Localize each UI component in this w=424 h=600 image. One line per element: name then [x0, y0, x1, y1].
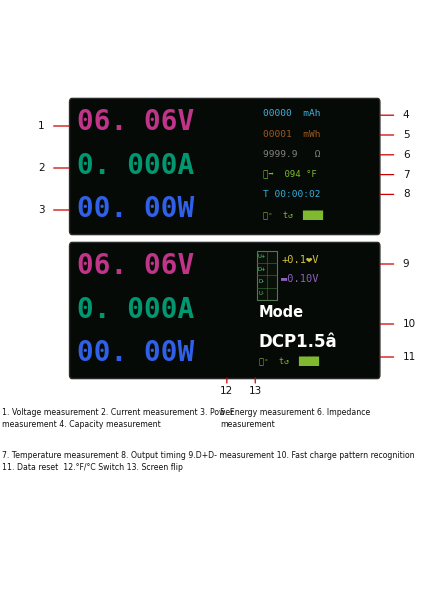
Text: 2: 2 [38, 163, 45, 173]
Text: 3: 3 [38, 205, 45, 215]
Text: Mode: Mode [259, 305, 304, 320]
Text: 00001  mWh: 00001 mWh [263, 130, 321, 139]
Text: DCP1.5â: DCP1.5â [259, 333, 337, 351]
Text: 7: 7 [403, 170, 410, 179]
Text: 4: 4 [403, 110, 410, 120]
Text: D+: D+ [257, 267, 266, 272]
Text: 0. 000A: 0. 000A [77, 296, 195, 324]
Text: 00. 00W: 00. 00W [77, 339, 195, 367]
Text: 0. 000A: 0. 000A [77, 152, 195, 180]
Text: D-: D- [259, 279, 265, 284]
Text: 10: 10 [403, 319, 416, 329]
Text: 06. 06V: 06. 06V [77, 252, 195, 280]
Text: 13: 13 [248, 386, 262, 396]
Text: 9999.9   Ω: 9999.9 Ω [263, 150, 321, 159]
Text: 6: 6 [403, 150, 410, 160]
Text: +0.1❤V: +0.1❤V [281, 255, 318, 265]
Text: 5: 5 [403, 130, 410, 140]
Text: 9: 9 [403, 259, 410, 269]
Text: 7. Temperature measurement 8. Output timing 9.D+D- measurement 10. Fast charge p: 7. Temperature measurement 8. Output tim… [2, 451, 415, 472]
Text: T 00:00:02: T 00:00:02 [263, 190, 321, 199]
Text: 1: 1 [38, 121, 45, 131]
Text: U+: U+ [257, 254, 266, 259]
FancyBboxPatch shape [70, 98, 380, 235]
Text: 06. 06V: 06. 06V [77, 108, 195, 136]
Text: 8: 8 [403, 190, 410, 199]
Text: 12: 12 [220, 386, 234, 396]
Text: ⬛➡  094 °F: ⬛➡ 094 °F [263, 170, 317, 179]
Text: 11: 11 [403, 352, 416, 362]
Text: ℇᶜ  t↺  ████: ℇᶜ t↺ ████ [259, 357, 319, 367]
FancyBboxPatch shape [70, 242, 380, 379]
Text: 00000  mAh: 00000 mAh [263, 109, 321, 118]
Bar [257, 251, 277, 300]
Text: ℇᶜ  t↺  ████: ℇᶜ t↺ ████ [263, 210, 323, 220]
Text: 1. Voltage measurement 2. Current measurement 3. Power
measurement 4. Capacity m: 1. Voltage measurement 2. Current measur… [2, 408, 234, 429]
Text: 5. Energy measurement 6. Impedance
measurement: 5. Energy measurement 6. Impedance measu… [220, 408, 371, 429]
Text: 00. 00W: 00. 00W [77, 195, 195, 223]
Text: ▬0.10V: ▬0.10V [281, 274, 318, 284]
Text: U-: U- [259, 292, 265, 296]
